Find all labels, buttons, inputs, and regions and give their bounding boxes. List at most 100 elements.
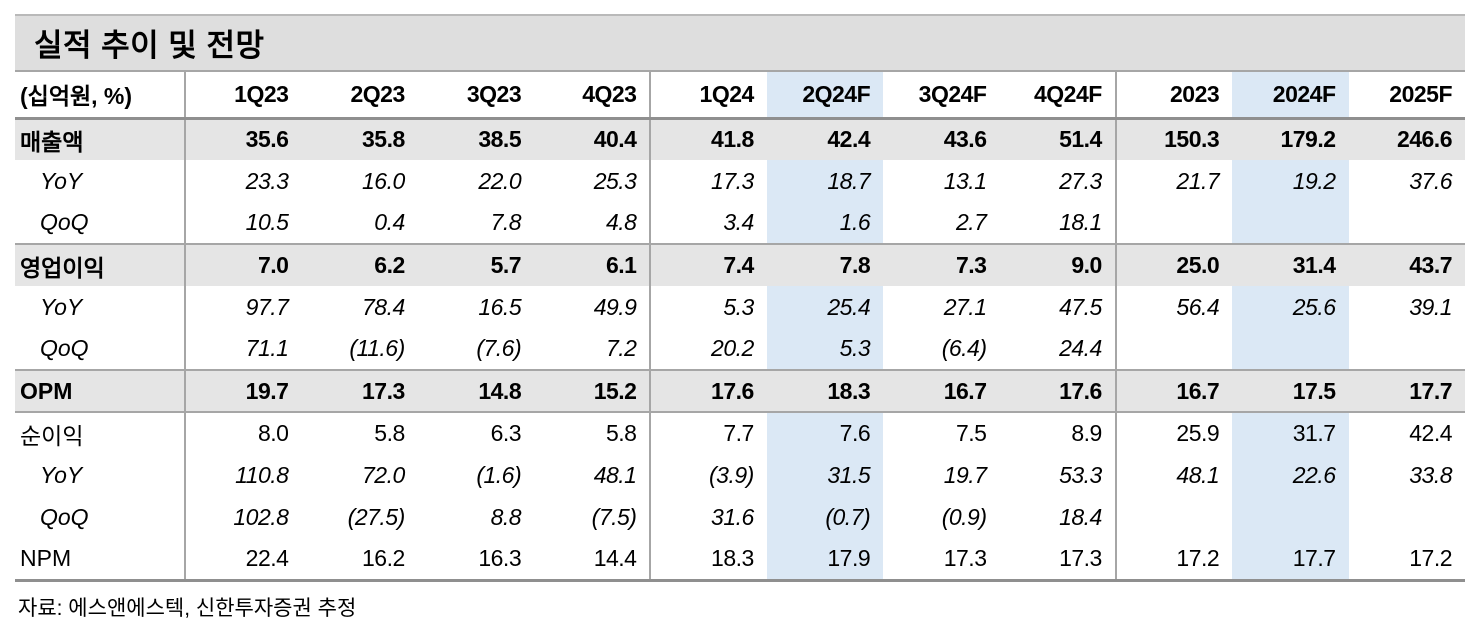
- column-header-1q23: 1Q23: [185, 72, 302, 120]
- row-label-revenue: 매출액: [15, 118, 187, 160]
- cell-operating-profit-3q24f: 7.3: [883, 243, 1000, 286]
- cell-operating-profit-yoy-3q23: 16.5: [478, 293, 522, 320]
- cell-revenue-qoq-2023: [1116, 202, 1232, 244]
- cell-npm-2q23: 16.2: [301, 538, 418, 582]
- cell-revenue-3q24f: 43.6: [883, 118, 1000, 160]
- column-header-2025f: 2025F: [1348, 72, 1465, 120]
- cell-npm-2025f: 17.2: [1348, 538, 1465, 582]
- cell-revenue-4q24f: 51.4: [999, 118, 1117, 160]
- header-row: (십억원, %) 1Q23 2Q23 3Q23 4Q23 1Q24 2Q24F 3Q24F 4…: [15, 72, 1465, 120]
- cell-revenue-qoq-3q23: 7.8: [490, 209, 522, 235]
- cell-opm-1q24: 17.6: [650, 369, 767, 412]
- cell-net-profit-yoy-3q23: (1.6): [476, 461, 522, 488]
- cell-operating-profit-qoq-2024f: [1232, 328, 1349, 370]
- cell-operating-profit-yoy-2q23: 78.4: [362, 293, 405, 320]
- cell-opm-4q24f: 17.6: [999, 369, 1117, 412]
- cell-net-profit-yoy-2024f: 22.6: [1232, 454, 1349, 496]
- cell-operating-profit-qoq-2023: [1116, 328, 1232, 370]
- cell-revenue-2023: 150.3: [1115, 118, 1233, 160]
- cell-npm-1q23: 22.4: [185, 538, 302, 582]
- cell-npm-2q24f: 17.9: [766, 538, 884, 582]
- cell-revenue-qoq-1q24: 3.4: [723, 209, 754, 235]
- column-header-2024f: 2024F: [1232, 72, 1349, 120]
- row-label-net-profit: 순이익: [15, 411, 187, 454]
- financial-results-table: (십억원, %) 1Q23 2Q23 3Q23 4Q23 1Q24 2Q24F 3Q24F 4…: [15, 72, 1465, 582]
- cell-operating-profit-1q24: 7.4: [650, 243, 767, 286]
- table-title-band: 실적 추이 및 전망: [15, 14, 1465, 72]
- cell-operating-profit-4q23: 6.1: [534, 243, 652, 286]
- cell-operating-profit-yoy-3q24f: 27.1: [943, 293, 987, 320]
- cell-operating-profit-yoy-2q24f: 25.4: [766, 286, 884, 328]
- table-row-opm: OPM 19.7 17.3 14.8 15.2 17.6 18.3 16.7 17.6 16.7 1…: [15, 369, 1465, 412]
- cell-revenue-2025f: 246.6: [1348, 118, 1465, 160]
- cell-operating-profit-qoq-2025f: [1349, 328, 1465, 370]
- cell-revenue-yoy-3q24f: 13.1: [943, 167, 987, 194]
- cell-net-profit-qoq-1q23: 102.8: [233, 503, 289, 530]
- cell-opm-3q24f: 16.7: [883, 369, 1000, 412]
- cell-revenue-yoy-4q23: 25.3: [534, 160, 652, 202]
- cell-revenue-2q23: 35.8: [301, 118, 418, 160]
- cell-operating-profit-2q24f: 7.8: [766, 243, 884, 286]
- table-row-net-profit-yoy: YoY 110.8 72.0 (1.6) 48.1 (3.9) 31.5 19.7 53.3 48…: [15, 454, 1465, 496]
- cell-npm-4q23: 14.4: [534, 538, 652, 582]
- cell-net-profit-1q24: 7.7: [650, 411, 767, 454]
- cell-revenue-1q23: 35.6: [185, 118, 302, 160]
- cell-operating-profit-qoq-4q23: 7.2: [534, 328, 652, 370]
- table-row-revenue-qoq: QoQ 10.5 0.4 7.8 4.8 3.4 1.6 2.7 18.1: [15, 202, 1465, 244]
- cell-net-profit-qoq-2025f: [1349, 496, 1465, 538]
- cell-operating-profit-3q23: 5.7: [417, 243, 535, 286]
- cell-revenue-3q23: 38.5: [417, 118, 535, 160]
- cell-net-profit-yoy-2q24f: 31.5: [766, 454, 884, 496]
- cell-revenue-2q24f: 42.4: [766, 118, 884, 160]
- cell-opm-4q23: 15.2: [534, 369, 652, 412]
- cell-net-profit-yoy-4q24f: 53.3: [999, 454, 1117, 496]
- cell-operating-profit-qoq-1q23: 71.1: [245, 335, 289, 361]
- cell-net-profit-2q23: 5.8: [301, 411, 418, 454]
- cell-revenue-4q23: 40.4: [534, 118, 652, 160]
- cell-revenue-yoy-2q24f: 18.7: [766, 160, 884, 202]
- cell-net-profit-qoq-2024f: [1232, 496, 1349, 538]
- column-header-1q24: 1Q24: [650, 72, 767, 120]
- cell-net-profit-qoq-1q24: 31.6: [711, 503, 754, 530]
- cell-opm-1q23: 19.7: [185, 369, 302, 412]
- cell-operating-profit-qoq-3q23: (7.6): [476, 335, 522, 361]
- cell-net-profit-qoq-2q23: (27.5): [347, 503, 406, 530]
- cell-revenue-yoy-2023: 21.7: [1176, 167, 1220, 194]
- cell-operating-profit-qoq-2q24f: 5.3: [766, 328, 884, 370]
- column-header-3q23: 3Q23: [417, 72, 535, 120]
- cell-operating-profit-yoy-2023: 56.4: [1176, 293, 1220, 320]
- cell-net-profit-4q23: 5.8: [534, 411, 652, 454]
- cell-net-profit-qoq-4q24f: 18.4: [999, 496, 1117, 538]
- cell-operating-profit-yoy-2024f: 25.6: [1232, 286, 1349, 328]
- table-body: 매출액 35.6 35.8 38.5 40.4 41.8 42.4 43.6 51.4 150.3…: [15, 118, 1465, 582]
- table-row-revenue: 매출액 35.6 35.8 38.5 40.4 41.8 42.4 43.6 51.4 150.3…: [15, 118, 1465, 160]
- column-header-2q24f: 2Q24F: [766, 72, 884, 120]
- row-label-net-profit-qoq: QoQ: [15, 496, 187, 538]
- cell-operating-profit-yoy-2025f: 39.1: [1409, 293, 1452, 320]
- cell-net-profit-qoq-4q23: (7.5): [534, 496, 652, 538]
- cell-net-profit-yoy-2023: 48.1: [1176, 461, 1220, 488]
- cell-net-profit-qoq-3q24f: (0.9): [941, 503, 987, 530]
- table-row-operating-profit-yoy: YoY 97.7 78.4 16.5 49.9 5.3 25.4 27.1 47.5 56.4 25…: [15, 286, 1465, 328]
- cell-net-profit-3q24f: 7.5: [883, 411, 1000, 454]
- row-label-operating-profit-yoy: YoY: [15, 286, 187, 328]
- cell-revenue-2024f: 179.2: [1232, 118, 1349, 160]
- report-page: 실적 추이 및 전망 (십억원, %) 1Q23 2Q23 3Q23 4Q23 1Q24…: [15, 14, 1465, 620]
- cell-operating-profit-4q24f: 9.0: [999, 243, 1117, 286]
- cell-operating-profit-2023: 25.0: [1115, 243, 1233, 286]
- table-row-net-profit-qoq: QoQ 102.8 (27.5) 8.8 (7.5) 31.6 (0.7) (0.9) 18.4: [15, 496, 1465, 538]
- table-row-operating-profit: 영업이익 7.0 6.2 5.7 6.1 7.4 7.8 7.3 9.0 25.0 31.4 43.7: [15, 243, 1465, 286]
- cell-operating-profit-yoy-1q24: 5.3: [723, 293, 754, 320]
- cell-net-profit-qoq-2023: [1116, 496, 1232, 538]
- row-label-operating-profit-qoq: QoQ: [15, 328, 187, 370]
- cell-net-profit-2q24f: 7.6: [766, 411, 884, 454]
- cell-revenue-yoy-2025f: 37.6: [1409, 167, 1452, 194]
- cell-npm-3q23: 16.3: [417, 538, 535, 582]
- row-label-net-profit-yoy: YoY: [15, 454, 187, 496]
- cell-npm-2024f: 17.7: [1232, 538, 1349, 582]
- table-row-revenue-yoy: YoY 23.3 16.0 22.0 25.3 17.3 18.7 13.1 27.3 21.7 1…: [15, 160, 1465, 202]
- cell-operating-profit-qoq-2q23: (11.6): [349, 335, 405, 361]
- cell-revenue-qoq-4q23: 4.8: [534, 202, 652, 244]
- cell-npm-3q24f: 17.3: [883, 538, 1000, 582]
- cell-operating-profit-yoy-1q23: 97.7: [245, 293, 289, 320]
